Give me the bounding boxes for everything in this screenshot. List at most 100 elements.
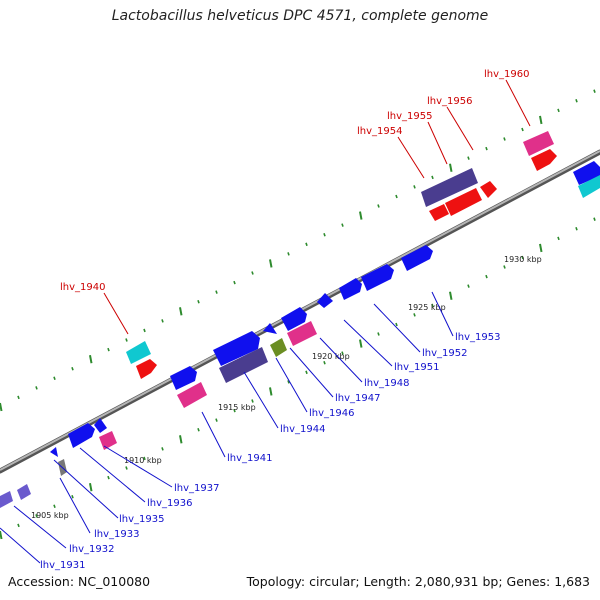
scale-tick (593, 89, 596, 93)
gene-label: lhv_1952 (422, 348, 467, 359)
gene-lhv_1936 (68, 423, 95, 448)
scale-tick (323, 360, 326, 365)
scale-tick (269, 259, 273, 268)
gene-lhv_1931 (0, 491, 13, 508)
scale-tick (431, 303, 434, 308)
gene-lhv_1953b (361, 264, 394, 291)
scale-tick (377, 332, 380, 336)
scale-tick (0, 402, 3, 412)
scale-tick (161, 447, 164, 451)
genome-stats-label: Topology: circular; Length: 2,080,931 bp… (246, 574, 590, 589)
gene-label: lhv_1946 (309, 408, 354, 419)
gene-lhv_1954 (421, 168, 478, 207)
scale-tick (197, 299, 200, 304)
scale-tick (179, 307, 183, 316)
gene-label: lhv_1935 (119, 514, 164, 525)
scale-tick (71, 366, 74, 371)
scale-tick (53, 376, 56, 381)
scale-tick (539, 243, 543, 253)
gene-red-1940 (136, 359, 157, 379)
gene-label-red: lhv_1960 (484, 69, 529, 80)
scale-tick (107, 347, 110, 352)
gene-red-1954 (429, 204, 449, 221)
scale-tick (125, 338, 128, 342)
scale-tick (575, 99, 578, 103)
gene-blue-right (573, 161, 600, 185)
gene-lhv_1941 (170, 366, 197, 390)
scale-labels: 1905 kbp 1910 kbp 1915 kbp 1920 kbp 1925… (31, 255, 542, 520)
scale-tick (395, 322, 398, 327)
scale-tick (341, 351, 344, 355)
scale-tick (467, 284, 470, 288)
gene-lhv_1953c (401, 245, 433, 271)
gene-lhv_1932 (17, 484, 31, 500)
scale-tick (107, 475, 110, 480)
scale-tick (35, 386, 38, 390)
scale-tick (35, 514, 38, 518)
label-leaders-red (103, 79, 531, 335)
scale-tick (359, 211, 363, 220)
scale-tick (503, 265, 506, 269)
scale-tick (413, 313, 416, 317)
scale-tick (575, 227, 578, 231)
gene-lhv_1960 (523, 131, 554, 156)
gene-label: lhv_1948 (364, 378, 409, 389)
scale-tick (305, 242, 308, 247)
gene-lhv_1956 (480, 181, 497, 198)
scale-tick (287, 252, 290, 256)
scale-tick (17, 395, 20, 400)
scale-label-1915: 1915 kbp (218, 403, 256, 412)
gene-lhv_1937 (94, 418, 107, 433)
scale-tick (71, 494, 74, 499)
scale-tick (323, 232, 326, 237)
scale-tick (179, 435, 183, 444)
gene-label: lhv_1941 (227, 453, 272, 464)
gene-label-red: lhv_1940 (60, 282, 105, 293)
scale-tick (413, 185, 416, 189)
scale-tick (521, 127, 524, 132)
scale-tick (593, 217, 596, 221)
scale-tick (17, 523, 20, 528)
scale-label-1930: 1930 kbp (504, 255, 542, 264)
scale-tick (143, 328, 146, 333)
gene-label-red: lhv_1954 (357, 126, 402, 137)
scale-tick (449, 291, 453, 300)
gene-label-red: lhv_1955 (387, 111, 432, 122)
scale-tick (287, 380, 290, 384)
scale-tick (521, 255, 524, 260)
gene-label: lhv_1937 (174, 483, 219, 494)
gene-labels-red: lhv_1940 lhv_1954 lhv_1955 lhv_1956 lhv_… (60, 69, 529, 293)
scale-tick (503, 137, 506, 141)
scale-tick (341, 223, 344, 227)
gene-label: lhv_1951 (394, 362, 439, 373)
scale-tick (485, 274, 488, 279)
scale-tick (215, 418, 218, 422)
scale-tick (431, 175, 434, 180)
gene-lhv_1952 (317, 293, 333, 308)
scale-tick (233, 408, 236, 413)
scale-tick (557, 236, 560, 241)
gene-lhv_1944 (213, 331, 260, 366)
scale-tick (53, 504, 56, 509)
scale-label-1925: 1925 kbp (408, 303, 446, 312)
genes (0, 131, 600, 508)
scale-tick (449, 163, 453, 172)
gene-label: lhv_1953 (455, 332, 500, 343)
scale-tick (251, 399, 254, 403)
gene-labels: lhv_1931 lhv_1932 lhv_1933 lhv_1935 lhv_… (40, 332, 500, 571)
scale-tick (395, 194, 398, 199)
scale-tick (233, 280, 236, 285)
scale-tick (197, 427, 200, 432)
gene-lhv_1948b (287, 321, 317, 346)
gene-label: lhv_1947 (335, 393, 380, 404)
scale-tick (557, 108, 560, 113)
gene-lhv_1940 (126, 341, 151, 364)
scale-label-1920: 1920 kbp (312, 352, 350, 361)
scale-tick (467, 156, 470, 160)
scale-tick (377, 204, 380, 208)
scale-tick (0, 530, 3, 540)
gene-label: lhv_1936 (147, 498, 192, 509)
gene-magenta-1937 (99, 431, 117, 450)
map-title: Lactobacillus helveticus DPC 4571, compl… (111, 8, 489, 24)
